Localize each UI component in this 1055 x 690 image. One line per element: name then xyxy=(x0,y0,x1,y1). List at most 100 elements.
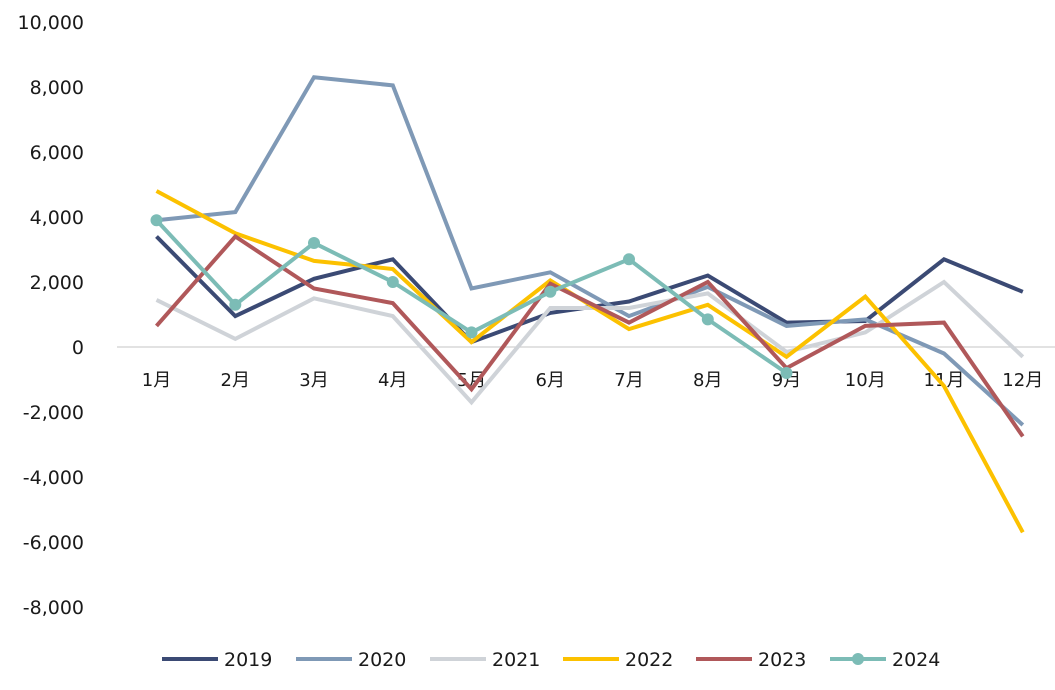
series-line-2023 xyxy=(154,233,1025,438)
data-point-2020 xyxy=(944,353,945,354)
data-point-2019 xyxy=(156,236,157,237)
x-tick-label: 1月 xyxy=(142,370,171,391)
data-point-2021 xyxy=(865,332,866,333)
data-point-2021 xyxy=(1022,356,1023,357)
series-lines xyxy=(150,75,1025,534)
x-tick-label: 9月 xyxy=(772,370,801,391)
legend-marker-2024 xyxy=(852,653,864,665)
data-point-2022 xyxy=(629,329,630,330)
data-point-2021 xyxy=(156,299,157,300)
data-point-2021 xyxy=(235,338,236,339)
data-point-2024 xyxy=(229,298,242,311)
data-point-2020 xyxy=(314,77,315,78)
data-point-2020 xyxy=(629,316,630,317)
data-point-2019 xyxy=(235,316,236,317)
data-point-2020 xyxy=(550,272,551,273)
data-point-2023 xyxy=(707,282,708,283)
data-point-2023 xyxy=(235,236,236,237)
x-tick-label: 8月 xyxy=(693,370,722,391)
y-axis-ticks: 10,000 8,000 6,000 4,000 2,000 0 -2,000 -4,000 -… xyxy=(18,12,84,619)
data-point-2022 xyxy=(1022,532,1023,533)
data-point-2023 xyxy=(1022,436,1023,437)
x-tick-label: 3月 xyxy=(299,370,328,391)
data-point-2021 xyxy=(314,298,315,299)
x-tick-label: 2月 xyxy=(221,370,250,391)
data-point-2019 xyxy=(944,259,945,260)
legend-label-2019: 2019 xyxy=(224,649,272,671)
data-point-2022 xyxy=(707,304,708,305)
series-line-2022 xyxy=(155,189,1025,534)
data-point-2024 xyxy=(544,285,557,298)
data-point-2023 xyxy=(629,322,630,323)
legend-label-2023: 2023 xyxy=(758,649,806,671)
x-tick-label: 5月 xyxy=(457,370,486,391)
data-point-2022 xyxy=(392,269,393,270)
y-tick-label: -8,000 xyxy=(23,597,84,619)
data-point-2020 xyxy=(1022,425,1023,426)
data-point-2021 xyxy=(471,402,472,403)
x-tick-label: 10月 xyxy=(845,370,886,391)
data-point-2022 xyxy=(235,233,236,234)
data-point-2021 xyxy=(944,282,945,283)
data-point-2020 xyxy=(786,325,787,326)
y-tick-label: 4,000 xyxy=(30,207,84,229)
legend-label-2022: 2022 xyxy=(625,649,673,671)
data-point-2019 xyxy=(392,259,393,260)
data-point-2021 xyxy=(707,293,708,294)
data-point-2024 xyxy=(701,313,714,326)
legend-label-2021: 2021 xyxy=(492,649,540,671)
y-tick-label: 0 xyxy=(72,337,84,359)
data-point-2023 xyxy=(392,303,393,304)
x-tick-label: 7月 xyxy=(614,370,643,391)
data-point-2021 xyxy=(550,308,551,309)
data-point-2024 xyxy=(386,276,399,288)
data-point-2020 xyxy=(471,288,472,289)
x-axis-ticks: 1月 2月 3月 4月 5月 6月 7月 8月 9月 10月 11月 12月 xyxy=(142,370,1043,391)
legend: 2019 2020 2021 2022 2023 2024 xyxy=(162,649,940,671)
y-tick-label: 10,000 xyxy=(18,12,84,34)
data-point-2022 xyxy=(156,191,157,192)
data-point-2022 xyxy=(944,386,945,387)
data-point-2021 xyxy=(786,351,787,352)
data-point-2023 xyxy=(314,288,315,289)
data-point-2019 xyxy=(707,275,708,276)
data-point-2023 xyxy=(156,325,157,326)
data-point-2023 xyxy=(471,389,472,390)
data-point-2024 xyxy=(780,367,793,379)
data-point-2021 xyxy=(629,308,630,309)
data-point-2022 xyxy=(865,296,866,297)
y-tick-label: 2,000 xyxy=(30,272,84,294)
data-point-2019 xyxy=(1022,291,1023,292)
data-point-2024 xyxy=(623,253,635,266)
data-point-2019 xyxy=(314,278,315,279)
y-tick-label: 8,000 xyxy=(30,77,84,99)
data-point-2020 xyxy=(865,319,866,320)
data-point-2023 xyxy=(944,322,945,323)
x-tick-label: 12月 xyxy=(1002,370,1043,391)
data-point-2022 xyxy=(471,342,472,343)
data-point-2024 xyxy=(150,214,163,227)
data-point-2021 xyxy=(392,316,393,317)
data-point-2020 xyxy=(392,85,393,86)
data-point-2022 xyxy=(550,280,551,281)
data-point-2022 xyxy=(314,260,315,261)
data-point-2019 xyxy=(786,322,787,323)
x-tick-label: 6月 xyxy=(536,370,565,391)
data-point-2022 xyxy=(786,356,787,357)
y-tick-label: 6,000 xyxy=(30,142,84,164)
data-point-2019 xyxy=(550,312,551,313)
data-point-2024 xyxy=(465,326,478,339)
legend-label-2024: 2024 xyxy=(892,649,940,671)
data-point-2023 xyxy=(865,325,866,326)
data-point-2023 xyxy=(550,283,551,284)
data-point-2020 xyxy=(235,212,236,213)
y-tick-label: -2,000 xyxy=(23,402,84,424)
y-tick-label: -6,000 xyxy=(23,532,84,554)
legend-label-2020: 2020 xyxy=(358,649,406,671)
data-point-2019 xyxy=(629,301,630,302)
x-tick-label: 4月 xyxy=(378,370,407,391)
data-point-2024 xyxy=(308,237,320,249)
y-tick-label: -4,000 xyxy=(23,467,84,489)
